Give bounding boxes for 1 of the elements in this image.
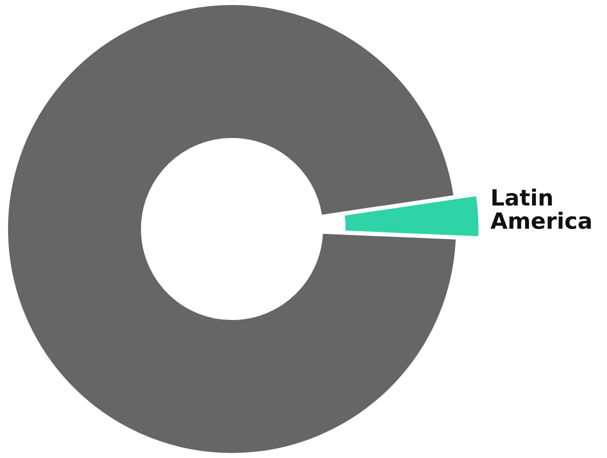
slice-label: Latin America [490,188,591,230]
